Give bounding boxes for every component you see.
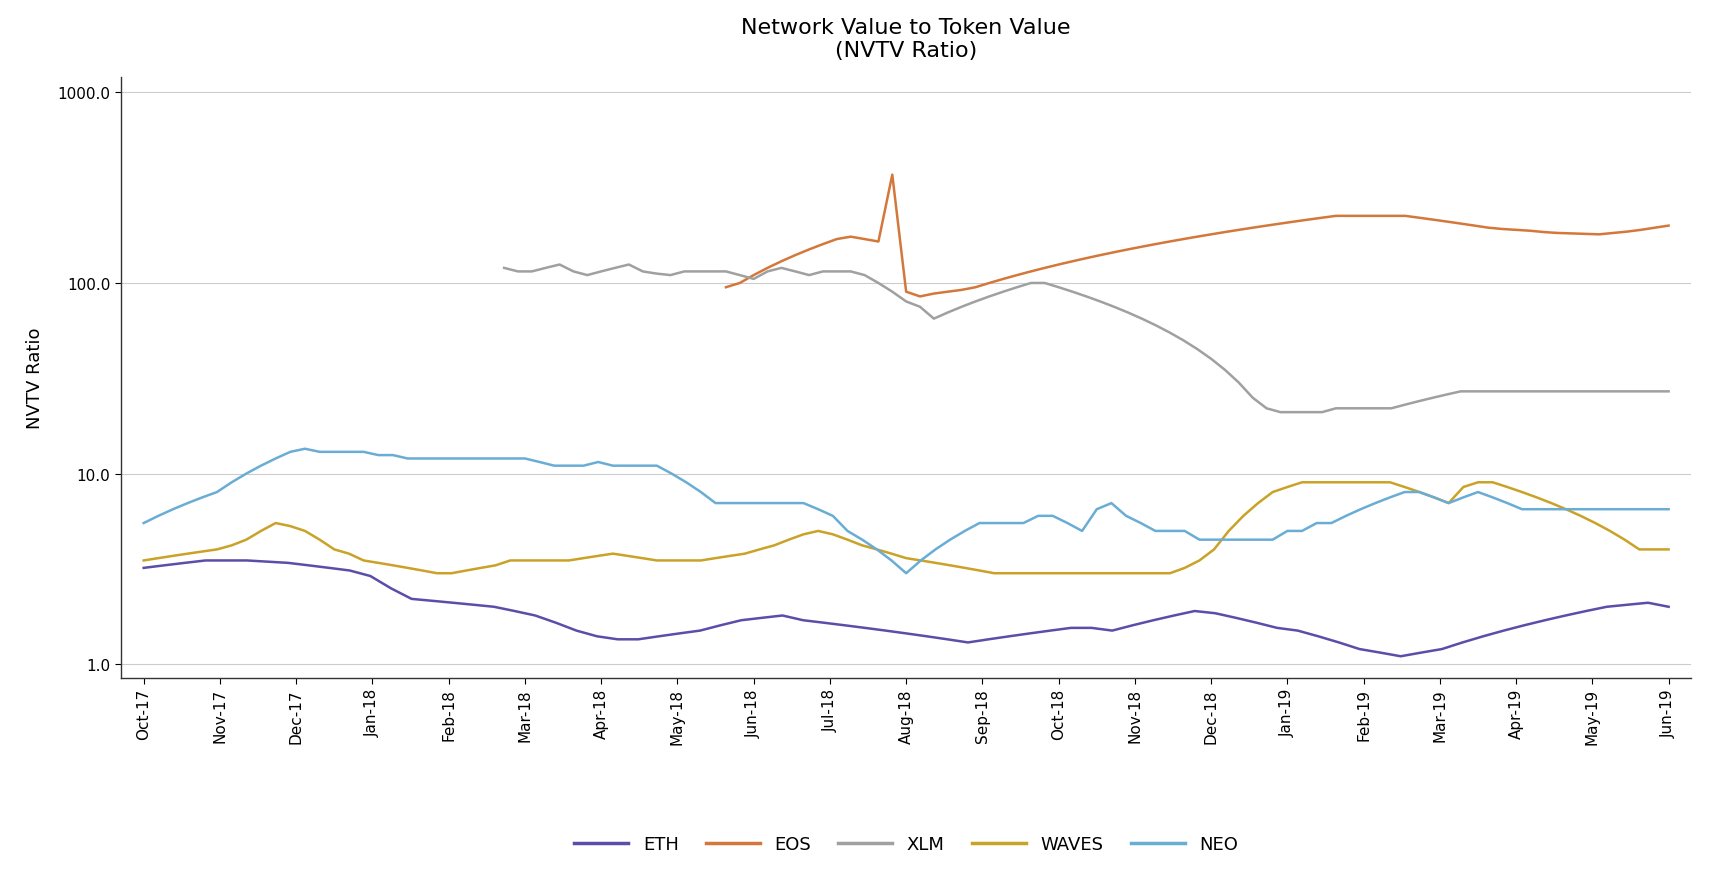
Y-axis label: NVTV Ratio: NVTV Ratio bbox=[26, 328, 43, 428]
Title: Network Value to Token Value
(NVTV Ratio): Network Value to Token Value (NVTV Ratio… bbox=[742, 18, 1070, 62]
Legend: ETH, EOS, XLM, WAVES, NEO: ETH, EOS, XLM, WAVES, NEO bbox=[568, 828, 1244, 860]
